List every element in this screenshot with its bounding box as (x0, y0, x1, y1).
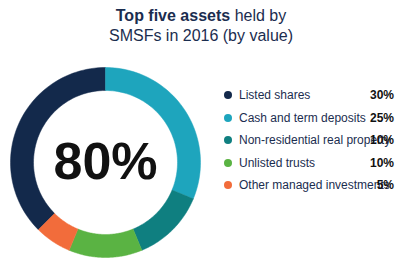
html-text:Top five assets held by: Top five assets held by (115, 7, 287, 24)
svg-text:80%: 80% (53, 132, 157, 190)
html-text:5%: 5% (376, 178, 394, 192)
html-text:10%: 10% (370, 133, 394, 147)
html-text:10%: 10% (370, 155, 394, 170)
html-text:SMSFs in 2016 (by value): SMSFs in 2016 (by value) (109, 27, 293, 44)
html-text:Listed shares: Listed shares (239, 88, 311, 102)
html-text:Non-residential real property: Non-residential real property (239, 133, 391, 147)
html-text:30%: 30% (370, 88, 394, 102)
html-text:Unlisted trusts: Unlisted trusts (239, 155, 315, 170)
html-text:Other managed investments: Other managed investments (239, 178, 390, 192)
html-text:Cash and term deposits 25%: Cash and term deposits 25% (239, 110, 394, 125)
